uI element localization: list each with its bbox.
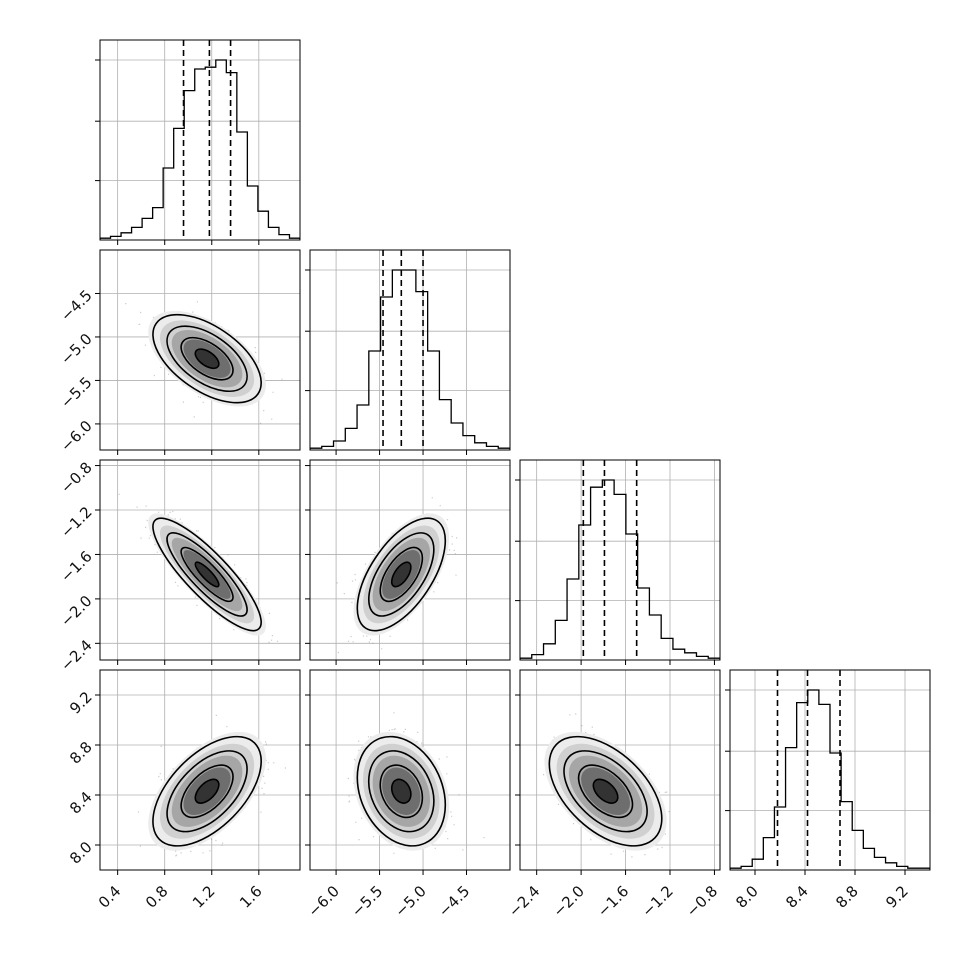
contour-line	[592, 778, 619, 804]
y-tick-label: −4.5	[57, 286, 95, 324]
contour-line	[180, 764, 234, 819]
x-tick-label: 0.4	[95, 882, 125, 912]
x-tick-label: −5.5	[348, 882, 386, 920]
x-tick-label: −1.2	[638, 882, 676, 920]
x-tick-label: 1.6	[236, 882, 266, 912]
y-tick-label: 8.4	[66, 788, 96, 818]
contour-line	[166, 750, 248, 833]
panel-frame	[99, 39, 301, 241]
panel-1-0: −6.0 −5.5 −5.0 −4.5	[57, 249, 301, 455]
y-tick-label: 8.0	[66, 838, 96, 868]
panel-frame	[309, 459, 511, 661]
y-tick-label: 9.2	[66, 688, 96, 718]
y-tick-label: 8.8	[66, 738, 96, 768]
x-tick-label: −2.4	[505, 882, 543, 920]
contour-line	[563, 750, 648, 833]
panel-2-0: −2.4 −2.0 −1.6 −1.2 −0.8	[57, 458, 301, 675]
density-fill	[195, 349, 219, 369]
histogram-step	[310, 269, 510, 450]
contour-line	[194, 561, 220, 588]
y-tick-label: −0.8	[57, 458, 95, 496]
density-fill	[391, 779, 411, 804]
contour-line	[548, 735, 663, 847]
x-tick-label: −4.5	[435, 882, 473, 920]
panel-3-0: 8.0 8.4 8.8 9.2 0.4 0.8 1.2 1.6	[66, 669, 301, 912]
contour-line	[390, 561, 412, 588]
panel-frame	[309, 669, 511, 871]
contour-line	[577, 764, 634, 819]
density-fill	[391, 562, 411, 587]
panel-2-1	[305, 459, 511, 665]
contour-line	[180, 546, 234, 603]
y-tick-label: −6.0	[57, 417, 95, 455]
panel-frame	[99, 459, 301, 661]
panel-frame	[99, 249, 301, 451]
y-tick-label: −1.2	[57, 503, 95, 541]
contour-line	[194, 348, 220, 370]
contour-line	[166, 325, 248, 393]
contour-line	[152, 735, 262, 847]
panel-3-2: −2.4 −2.0 −1.6 −1.2 −0.8	[505, 669, 721, 921]
contour-line	[367, 532, 435, 617]
density-fill	[195, 779, 219, 804]
x-tick-label: 8.8	[832, 882, 862, 912]
x-tick-label: −2.0	[549, 882, 587, 920]
density-fill	[195, 562, 219, 587]
y-tick-label: −1.6	[57, 547, 95, 585]
contour-line	[152, 313, 262, 404]
panel-frame	[519, 669, 721, 871]
panel-0-0	[95, 39, 301, 245]
x-tick-label: 8.0	[732, 882, 762, 912]
contour-line	[194, 778, 220, 804]
histogram-step	[730, 689, 930, 870]
histogram-step	[520, 479, 720, 660]
contour-line	[379, 764, 424, 819]
panel-frame	[519, 459, 721, 661]
y-tick-label: −5.5	[57, 373, 95, 411]
contour-line	[166, 532, 248, 617]
histogram-step	[100, 59, 300, 240]
contour-line	[356, 735, 447, 847]
panel-frame	[99, 669, 301, 871]
x-tick-label: 9.2	[882, 882, 912, 912]
panel-frame	[729, 669, 931, 871]
panel-1-1	[305, 249, 511, 455]
x-tick-label: −6.0	[304, 882, 342, 920]
x-tick-label: −1.6	[594, 882, 632, 920]
y-tick-label: −2.0	[57, 592, 95, 630]
panel-frame	[309, 249, 511, 451]
x-tick-label: −0.8	[683, 882, 721, 920]
x-tick-label: 8.4	[782, 882, 812, 912]
contour-line	[152, 517, 262, 632]
contour-line	[367, 750, 435, 833]
contour-line	[379, 546, 424, 603]
y-tick-label: −5.0	[57, 330, 95, 368]
contour-line	[356, 517, 447, 632]
contour-line	[180, 336, 234, 381]
panel-2-2	[515, 459, 721, 665]
y-tick-label: −2.4	[57, 636, 95, 674]
x-tick-label: 1.2	[189, 882, 219, 912]
panel-3-3: 8.0 8.4 8.8 9.2	[725, 669, 931, 912]
x-tick-label: 0.8	[142, 882, 172, 912]
x-tick-label: −5.0	[391, 882, 429, 920]
contour-line	[390, 778, 412, 804]
panel-3-1: −6.0 −5.5 −5.0 −4.5	[304, 669, 511, 921]
